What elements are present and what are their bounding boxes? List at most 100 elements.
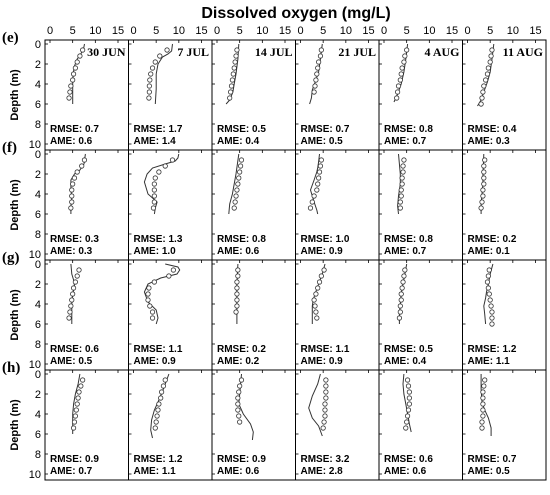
y-tick-label: 4 — [35, 299, 41, 311]
date-label: 21 JUL — [338, 45, 376, 59]
observed-point — [405, 383, 412, 389]
observed-point — [317, 163, 324, 169]
y-tick-label: 4 — [35, 409, 41, 421]
rmse-label: RMSE: 0.9 — [217, 454, 266, 465]
x-tick-label: 5 — [487, 25, 493, 37]
x-tick-label: 10 — [507, 25, 519, 37]
y-tick-label: 0 — [35, 149, 41, 161]
model-line — [154, 43, 173, 105]
observed-point — [146, 95, 152, 101]
observed-point — [147, 303, 153, 309]
x-tick-label: 0 — [464, 25, 470, 37]
observed-point — [70, 285, 77, 291]
observed-point — [159, 389, 165, 395]
row-label: (h) — [2, 360, 20, 376]
observed-point — [479, 419, 485, 425]
observed-point — [406, 395, 412, 401]
x-tick-label: 5 — [237, 25, 243, 37]
observed-point — [155, 407, 161, 413]
model-line — [228, 153, 240, 215]
y-tick-label: 6 — [35, 319, 41, 331]
observed-point — [70, 77, 76, 83]
observed-point — [146, 83, 152, 89]
observed-point — [69, 199, 75, 205]
rmse-label: RMSE: 1.1 — [134, 344, 183, 355]
observed-point — [479, 425, 485, 431]
observed-point — [237, 419, 243, 425]
observed-point — [70, 425, 77, 431]
observed-point — [69, 297, 75, 303]
observed-point — [485, 273, 491, 279]
observed-point — [488, 303, 494, 309]
observed-point — [397, 205, 403, 211]
observed-point — [403, 425, 409, 431]
date-label: 7 JUL — [177, 45, 209, 59]
observed-point — [398, 193, 404, 199]
observed-point — [74, 401, 80, 407]
x-tick-label: 0 — [297, 25, 303, 37]
ame-label: AME: 0.2 — [217, 356, 260, 367]
observed-point — [394, 89, 401, 95]
observed-point — [233, 53, 239, 59]
observed-point — [70, 71, 77, 77]
observed-point — [151, 193, 157, 199]
y-tick-label: 4 — [35, 189, 41, 201]
observed-point — [483, 77, 489, 83]
observed-point — [398, 291, 404, 297]
observed-point — [154, 413, 160, 419]
observed-point — [318, 47, 324, 53]
date-label: 4 AUG — [424, 45, 459, 59]
observed-point — [314, 71, 320, 77]
y-tick-label: 8 — [35, 119, 41, 131]
observed-point — [404, 413, 411, 419]
observed-point — [481, 383, 487, 389]
observed-point — [406, 389, 412, 395]
observed-point — [401, 59, 407, 65]
observed-point — [313, 291, 319, 297]
observed-point — [480, 401, 486, 407]
rmse-label: RMSE: 0.6 — [50, 344, 99, 355]
observed-point — [145, 291, 151, 297]
observed-point — [402, 267, 408, 273]
x-tick-label: 5 — [320, 25, 326, 37]
observed-point — [480, 389, 486, 395]
observed-point — [156, 401, 162, 407]
observed-point — [399, 175, 405, 181]
observed-point — [480, 413, 486, 419]
observed-point — [399, 285, 405, 291]
observed-point — [151, 187, 157, 193]
y-tick-label: 4 — [35, 79, 41, 91]
observed-point — [406, 401, 412, 407]
rmse-label: RMSE: 3.2 — [301, 454, 350, 465]
rmse-label: RMSE: 0.6 — [384, 454, 433, 465]
observed-point — [156, 169, 162, 175]
y-tick-label: 10 — [29, 249, 41, 261]
model-line — [72, 373, 81, 434]
observed-point — [169, 157, 176, 163]
observed-point — [146, 285, 152, 291]
observed-point — [481, 181, 487, 187]
observed-point — [314, 187, 320, 193]
rmse-label: RMSE: 1.2 — [468, 344, 517, 355]
x-tick-label: 10 — [89, 25, 101, 37]
rmse-label: RMSE: 0.3 — [50, 234, 99, 245]
ame-label: AME: 1.4 — [134, 136, 177, 147]
observed-point — [316, 59, 322, 65]
x-tick-label: 10 — [423, 25, 435, 37]
observed-point — [307, 205, 314, 211]
y-tick-label: 8 — [35, 339, 41, 351]
observed-point — [234, 303, 240, 309]
observed-point — [237, 163, 244, 169]
ame-label: AME: 1.1 — [134, 466, 177, 477]
observed-point — [478, 205, 484, 211]
observed-point — [237, 169, 243, 175]
y-axis-title: Depth (m) — [9, 179, 21, 231]
